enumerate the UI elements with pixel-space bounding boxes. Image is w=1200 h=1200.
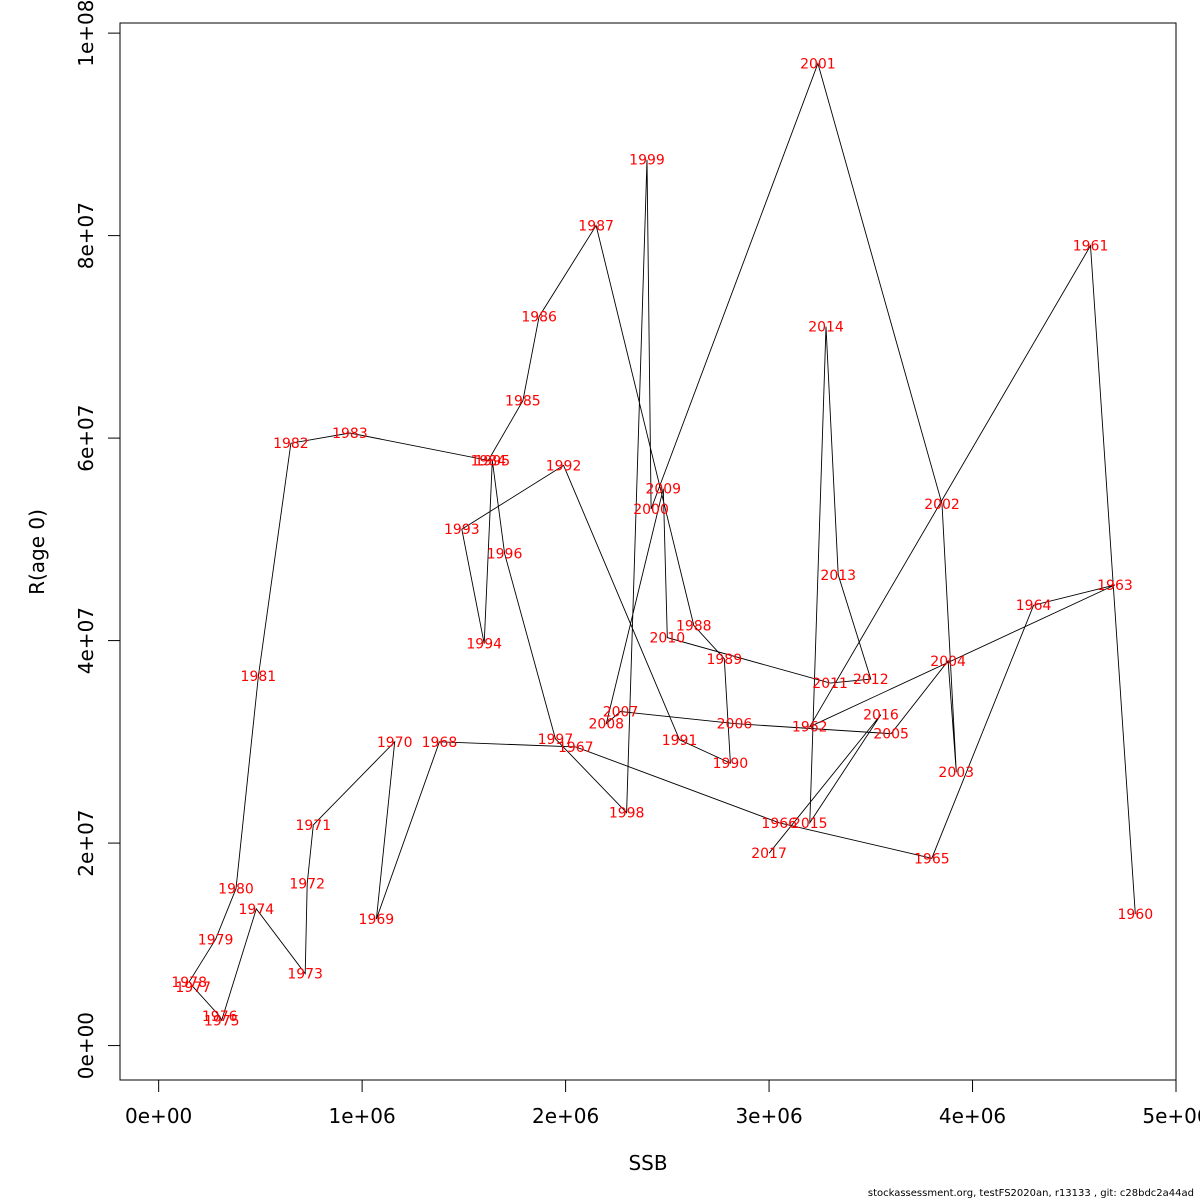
y-axis-title: R(age 0)	[25, 509, 49, 595]
year-label-1966: 1966	[761, 816, 797, 832]
year-label-2001: 2001	[800, 56, 836, 72]
y-tick-label: 8e+07	[74, 202, 98, 269]
y-tick-label: 0e+00	[74, 1012, 98, 1079]
year-label-1969: 1969	[359, 912, 395, 928]
x-axis: 0e+00 1e+06 2e+06 3e+06 4e+06 5e+06	[125, 1079, 1200, 1128]
year-label-2007: 2007	[603, 704, 639, 720]
year-label-2005: 2005	[873, 727, 909, 743]
year-label-2011: 2011	[812, 676, 848, 692]
x-tick-label: 0e+00	[125, 1104, 192, 1128]
year-label-2014: 2014	[808, 320, 844, 336]
y-tick-label: 6e+07	[74, 404, 98, 471]
year-label-1964: 1964	[1016, 598, 1052, 614]
x-tick-label: 5e+06	[1142, 1104, 1200, 1128]
year-label-1981: 1981	[241, 669, 277, 685]
year-label-1965: 1965	[914, 851, 950, 867]
x-tick-label: 2e+06	[532, 1104, 599, 1128]
year-label-1985: 1985	[505, 394, 541, 410]
year-label-1971: 1971	[295, 818, 331, 834]
year-label-1990: 1990	[713, 756, 749, 772]
year-label-1987: 1987	[578, 218, 614, 234]
year-label-2003: 2003	[938, 765, 974, 781]
x-tick-label: 1e+06	[329, 1104, 396, 1128]
y-tick-label: 1e+08	[74, 0, 98, 67]
x-tick-label: 3e+06	[735, 1104, 802, 1128]
year-label-1968: 1968	[422, 735, 458, 751]
footer-source-note: stockassessment.org, testFS2020an, r1313…	[867, 1188, 1194, 1199]
year-label-1998: 1998	[609, 806, 645, 822]
year-label-2016: 2016	[863, 708, 899, 724]
year-label-1960: 1960	[1117, 907, 1153, 923]
y-axis: 0e+00 2e+07 4e+07 6e+07 8e+07 1e+08	[74, 0, 121, 1079]
year-label-1970: 1970	[377, 735, 413, 751]
year-label-1999: 1999	[629, 153, 665, 169]
x-axis-title: SSB	[628, 1151, 667, 1175]
year-label-1973: 1973	[287, 967, 323, 983]
ssb-recruitment-trajectory-line	[188, 62, 1136, 1022]
year-label-2017: 2017	[751, 846, 787, 862]
year-label-1979: 1979	[198, 932, 234, 948]
year-label-1986: 1986	[521, 310, 557, 326]
year-label-1978: 1978	[171, 975, 207, 991]
year-label-1991: 1991	[662, 733, 698, 749]
year-label-1972: 1972	[289, 877, 325, 893]
year-label-1980: 1980	[218, 882, 254, 898]
year-label-1997: 1997	[538, 732, 574, 748]
year-label-1989: 1989	[706, 652, 742, 668]
year-label-1967: 1967	[558, 740, 594, 756]
year-label-2008: 2008	[588, 717, 624, 733]
year-label-1994: 1994	[466, 637, 502, 653]
year-label-1961: 1961	[1073, 239, 1109, 255]
year-labels: 1960 1961 1962 1963 1964 1965 1966 1967 1968 1969…	[171, 56, 1153, 1029]
year-label-1996: 1996	[487, 547, 523, 563]
year-label-1976: 1976	[202, 1009, 238, 1025]
y-tick-label: 4e+07	[74, 607, 98, 674]
year-label-2013: 2013	[820, 568, 856, 584]
year-label-2015: 2015	[792, 816, 828, 832]
year-label-2012: 2012	[853, 672, 889, 688]
year-label-1992: 1992	[546, 458, 582, 474]
year-label-1963: 1963	[1097, 578, 1133, 594]
year-label-2006: 2006	[717, 717, 753, 733]
y-tick-label: 2e+07	[74, 809, 98, 876]
year-label-2010: 2010	[650, 631, 686, 647]
year-label-1962: 1962	[792, 720, 828, 736]
year-label-1988: 1988	[676, 618, 712, 634]
year-label-1993: 1993	[444, 522, 480, 538]
year-label-2000: 2000	[633, 502, 669, 518]
year-label-1982: 1982	[273, 436, 309, 452]
year-label-1983: 1983	[332, 426, 368, 442]
year-label-1995: 1995	[475, 453, 511, 469]
year-label-1984: 1984	[470, 453, 506, 469]
year-label-1977: 1977	[175, 980, 211, 996]
year-label-1974: 1974	[239, 902, 275, 918]
year-label-2004: 2004	[930, 654, 966, 670]
year-label-1975: 1975	[204, 1013, 240, 1029]
year-label-2009: 2009	[645, 482, 681, 498]
year-label-2002: 2002	[924, 497, 960, 513]
x-tick-label: 4e+06	[939, 1104, 1006, 1128]
